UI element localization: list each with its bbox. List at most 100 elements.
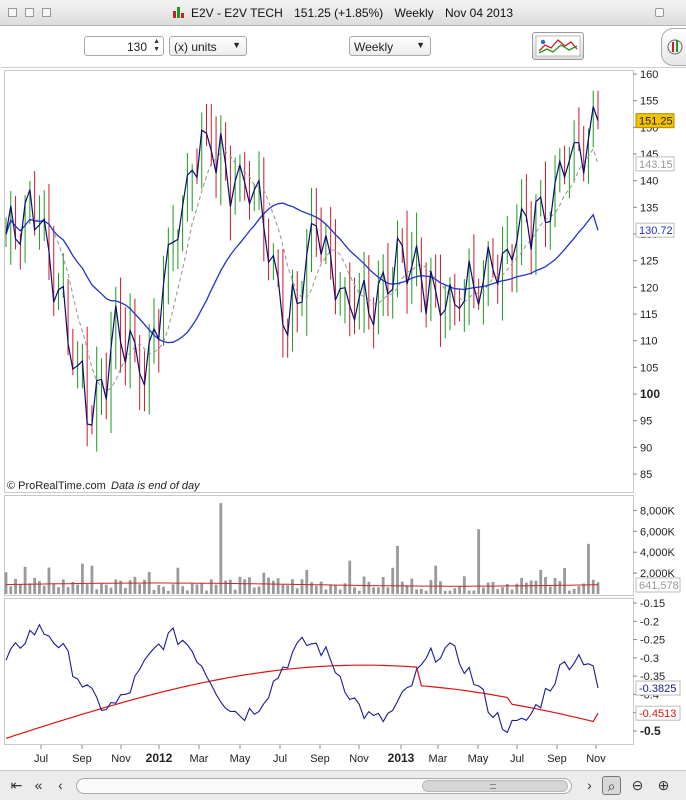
volume-bar	[338, 589, 342, 594]
volume-bar	[582, 583, 586, 594]
close-price-line	[5, 106, 599, 426]
volume-bar	[100, 583, 103, 594]
volume-bar	[314, 585, 318, 594]
volume-bar	[376, 587, 380, 594]
chevron-down-icon: ▼	[232, 40, 241, 50]
time-axis-label: Nov	[349, 753, 369, 765]
time-scrollbar[interactable]	[76, 778, 572, 794]
volume-bar	[491, 581, 495, 594]
volume-bar	[419, 588, 423, 594]
close-window-button[interactable]	[8, 8, 17, 17]
volume-panel[interactable]	[4, 495, 634, 596]
volume-bar	[257, 586, 261, 594]
volume-bar	[329, 584, 333, 594]
volume-bar	[109, 587, 113, 594]
volume-bar	[482, 587, 485, 594]
volume-bar	[334, 585, 337, 594]
volume-bar	[138, 584, 142, 594]
time-axis-label: Sep	[310, 753, 330, 765]
volume-bar	[458, 586, 461, 594]
bottom-bar: ⇤ « ‹ › ⌕ ⊖ ⊕	[0, 770, 686, 800]
volume-average-label: 641,578	[639, 580, 679, 592]
units-select[interactable]: (x) units ▼	[169, 36, 247, 56]
volume-bar	[386, 587, 390, 594]
price-axis-label: 95	[640, 416, 652, 428]
fast-back-icon[interactable]: «	[34, 777, 43, 793]
volume-bar	[353, 587, 356, 594]
scrollbar-thumb[interactable]	[422, 780, 568, 792]
indicator-panel[interactable]	[4, 598, 634, 745]
volume-axis-label: 6,000K	[640, 526, 676, 538]
volume-bar	[558, 581, 562, 594]
volume-bar	[300, 579, 304, 594]
volume-bar	[348, 560, 352, 594]
title-instrument: E2V - E2V TECH	[190, 6, 283, 20]
volume-bar	[190, 583, 194, 594]
time-axis-label: Nov	[586, 753, 606, 765]
volume-bar	[372, 587, 376, 594]
volume-bar	[119, 580, 122, 594]
units-stepper[interactable]: 130 ▲ ▼	[84, 36, 164, 56]
maximize-window-button[interactable]	[42, 8, 51, 17]
volume-bar	[596, 582, 600, 594]
long-ma-value-badge	[635, 222, 675, 238]
candlestick-icon	[172, 7, 184, 18]
time-axis-label: Nov	[111, 753, 131, 765]
title-date: Nov 04 2013	[444, 6, 514, 20]
volume-bar	[90, 565, 94, 594]
volume-bar	[38, 581, 41, 594]
volume-bar	[47, 567, 51, 594]
volume-bar	[252, 587, 256, 594]
title-bar: E2V - E2V TECH 151.25 (+1.85%) Weekly No…	[0, 0, 686, 26]
volume-bar	[243, 579, 247, 594]
price-axis-label: 160	[640, 69, 658, 81]
volume-bar	[553, 577, 557, 594]
time-axis-label: May	[468, 753, 489, 765]
price-panel[interactable]	[4, 70, 634, 493]
indicator-icon	[667, 39, 683, 55]
volume-bar	[396, 545, 399, 594]
side-panel-tab[interactable]	[661, 28, 686, 66]
long-moving-average-line	[5, 202, 599, 344]
minimize-window-button[interactable]	[25, 8, 34, 17]
short-ma-value-badge	[635, 156, 675, 172]
indicator-line	[5, 623, 599, 734]
jump-start-icon[interactable]: ⇤	[10, 777, 23, 793]
volume-bar	[85, 584, 89, 594]
zoom-in-icon[interactable]: ⊕	[657, 777, 670, 793]
time-axis-label: Sep	[72, 753, 92, 765]
indicator-axis-label: -0.5	[640, 724, 661, 738]
volume-bar	[143, 579, 146, 594]
forward-icon[interactable]: ›	[587, 777, 592, 793]
volume-bar	[157, 585, 161, 594]
volume-bar	[4, 572, 8, 594]
units-count-value: 130	[126, 40, 147, 54]
volume-bar	[162, 586, 165, 594]
zoom-out-icon[interactable]: ⊖	[631, 777, 644, 793]
volume-bar	[462, 576, 466, 594]
volume-bar	[71, 581, 75, 594]
window-expand-button[interactable]	[655, 8, 664, 17]
volume-bar	[443, 590, 447, 594]
chart-tools-button[interactable]	[532, 32, 584, 60]
stepper-arrows-icon[interactable]: ▲ ▼	[153, 38, 160, 53]
volume-bar	[114, 579, 118, 594]
time-axis-label: Mar	[429, 753, 448, 765]
volume-bar	[262, 572, 266, 594]
time-axis-label: Jul	[510, 753, 524, 765]
chart-area[interactable]: 1601551501451401351301251201151101051009…	[0, 0, 686, 770]
volume-bar	[18, 584, 22, 594]
volume-bar	[276, 578, 280, 594]
indicator-value-label: -0.3825	[639, 683, 676, 695]
volume-bar	[286, 585, 290, 594]
zoom-fit-icon[interactable]: ⌕	[602, 776, 621, 795]
price-axis-label: 90	[640, 442, 652, 454]
volume-bar	[324, 589, 328, 594]
back-icon[interactable]: ‹	[58, 777, 63, 793]
volume-bar	[176, 567, 180, 594]
volume-bar	[486, 582, 490, 594]
volume-axis-label: 8,000K	[640, 505, 676, 517]
price-axis-label: 85	[640, 469, 652, 481]
volume-bar	[281, 584, 285, 594]
period-select[interactable]: Weekly ▼	[349, 36, 431, 56]
